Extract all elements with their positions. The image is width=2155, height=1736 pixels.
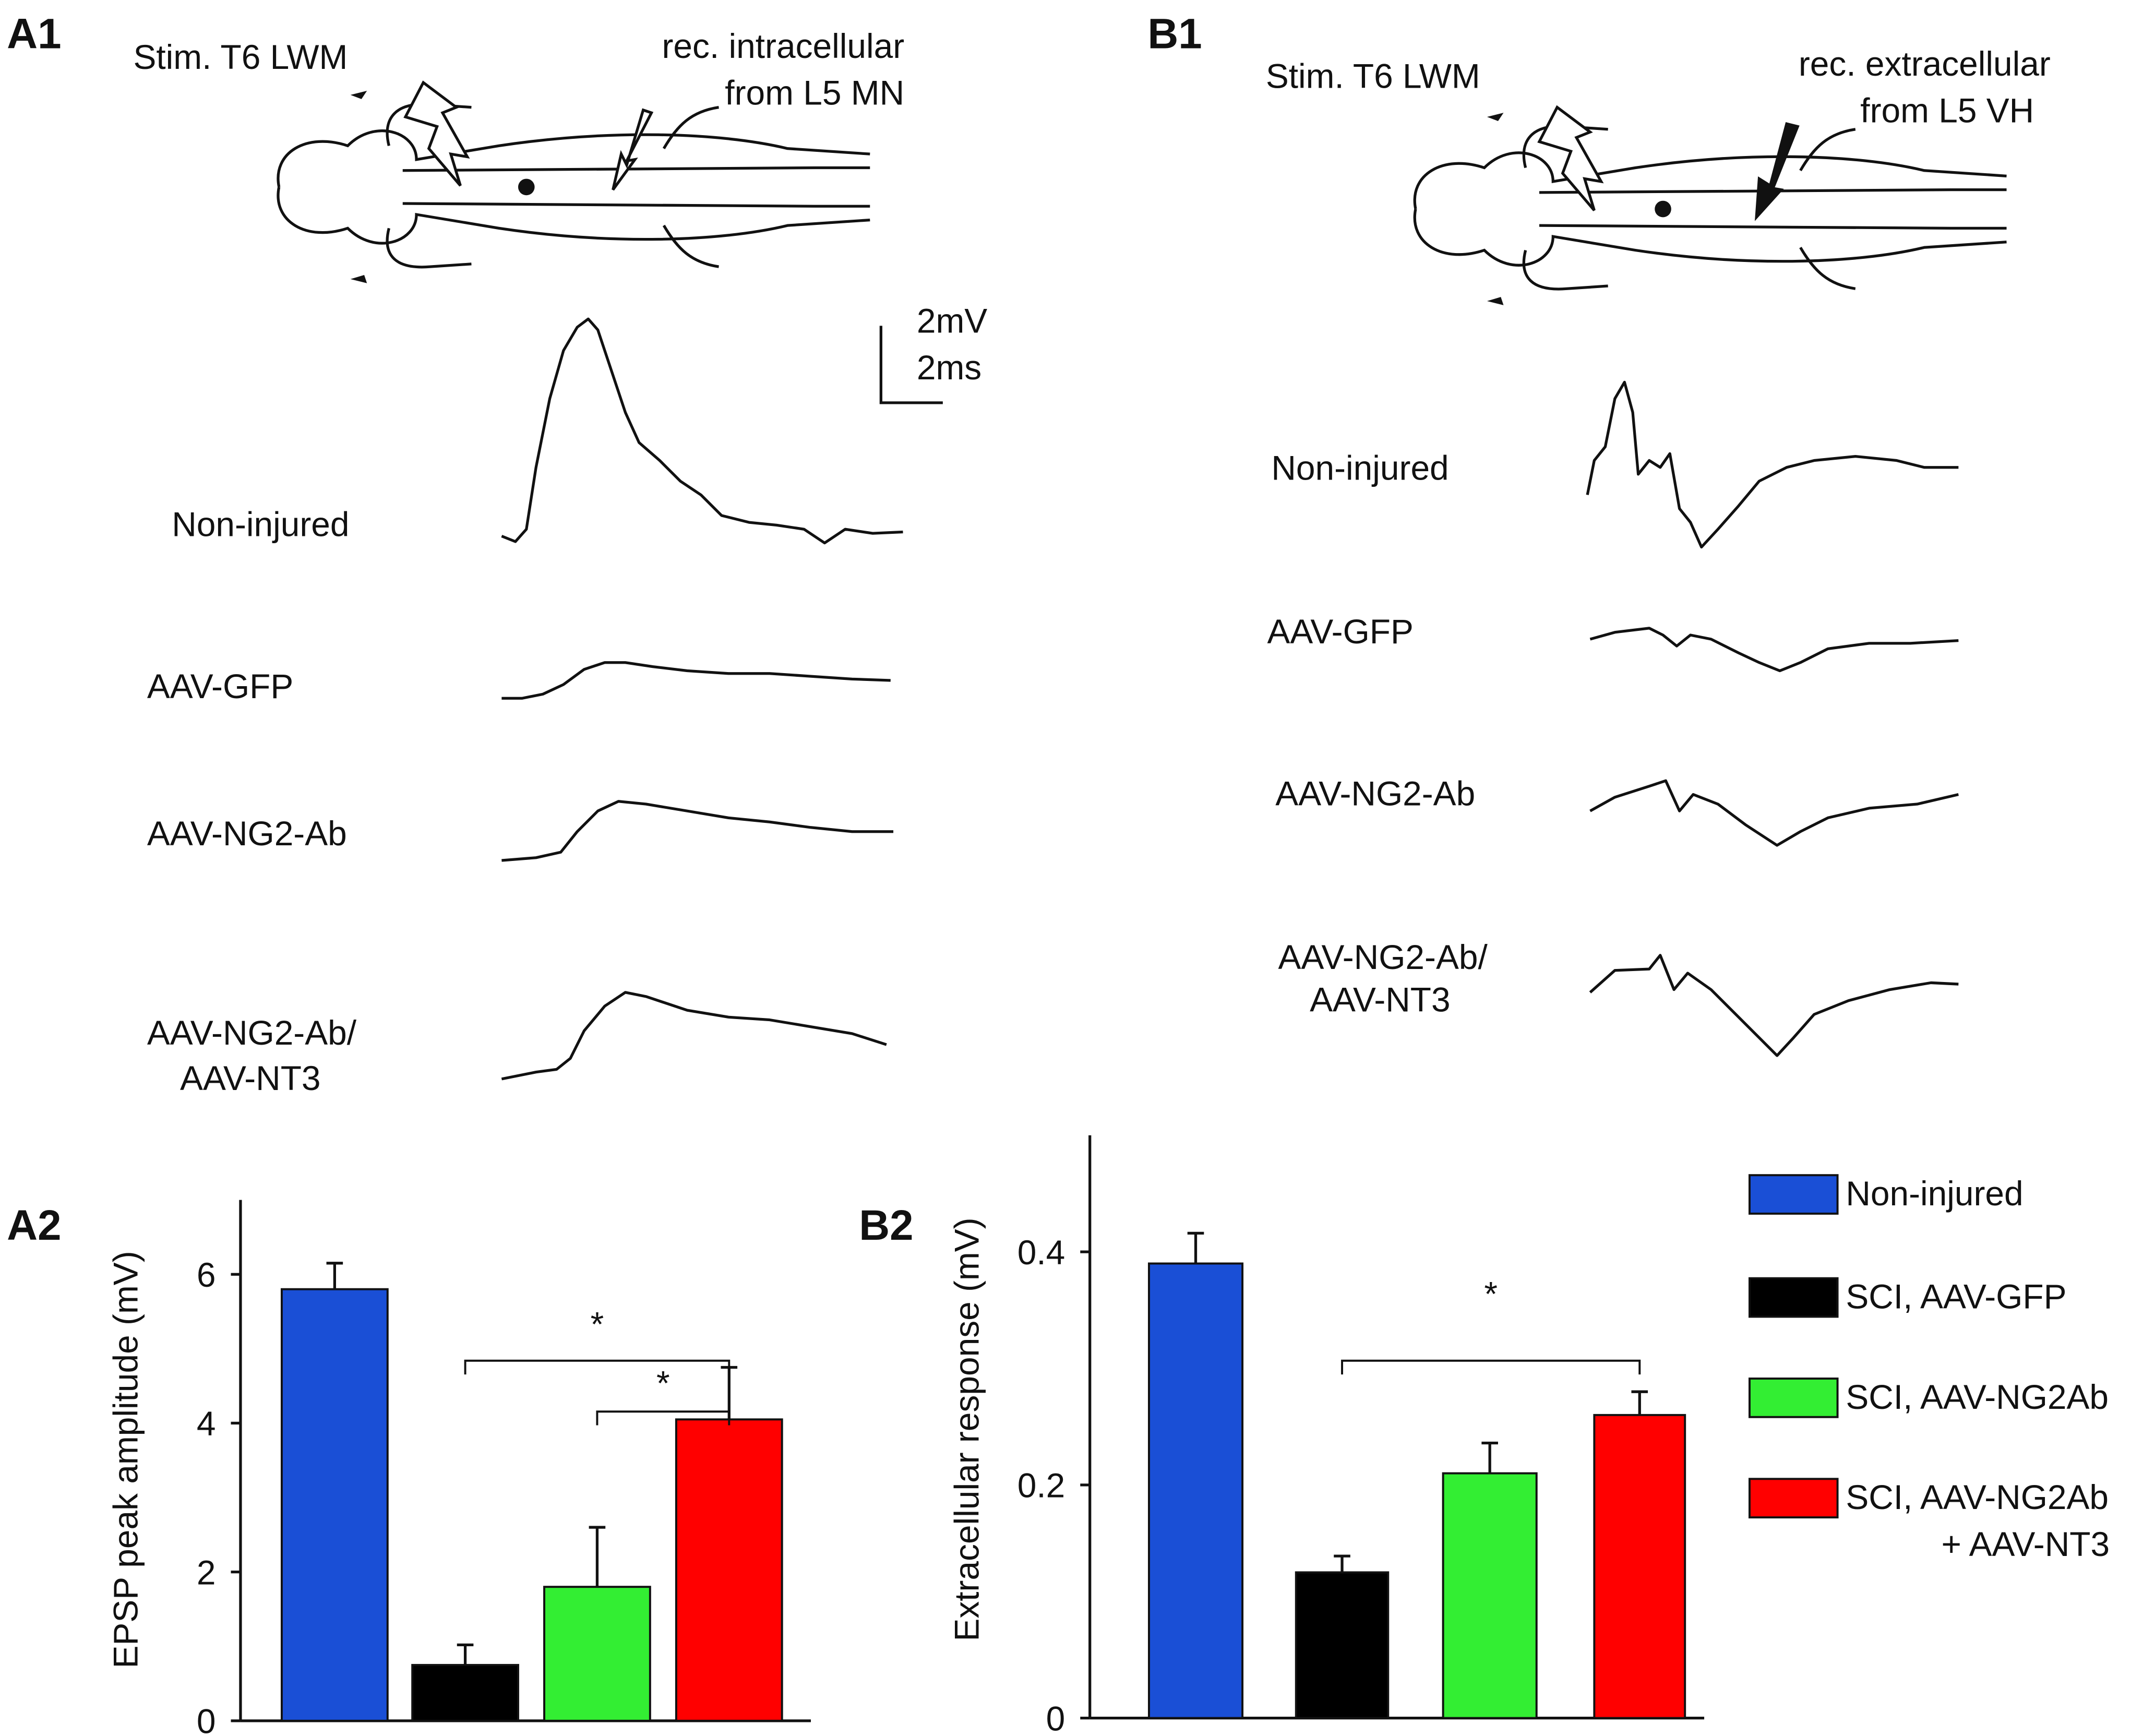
y-axis-label: Extracellular response (mV) (947, 1217, 986, 1641)
trace-label: AAV-NG2-Ab (1275, 774, 1475, 813)
bar (1147, 1262, 1244, 1719)
trace-label: AAV-NT3 (180, 1059, 320, 1097)
rec-label: from L5 MN (725, 73, 904, 112)
rec-label: from L5 VH (1860, 91, 2034, 130)
stim-label: Stim. T6 LWM (133, 38, 348, 76)
y-tick-label: 0 (197, 1702, 216, 1736)
scale-bar (879, 326, 943, 404)
significance-bracket (596, 1410, 731, 1426)
legend-label: SCI, AAV-GFP (1846, 1277, 2066, 1316)
trace (1586, 380, 1959, 549)
trace-label: AAV-GFP (147, 667, 293, 705)
stim-icon (1537, 105, 1604, 211)
legend-swatch (1749, 1378, 1839, 1418)
panel-label: A2 (7, 1202, 61, 1249)
legend-swatch (1749, 1478, 1839, 1519)
rec-label: rec. intracellular (662, 27, 905, 65)
significance-label: * (1484, 1274, 1498, 1313)
significance-bracket (464, 1359, 731, 1375)
mouse-diagram (1415, 113, 2006, 305)
bar (280, 1288, 389, 1722)
bar (1593, 1414, 1686, 1719)
rec-label: rec. extracellular (1799, 44, 2051, 83)
y-tick-label: 2 (197, 1553, 216, 1591)
trace-label: Non-injured (1271, 448, 1448, 487)
bar (675, 1418, 783, 1722)
trace-label: Non-injured (172, 505, 349, 543)
legend-swatch (1749, 1277, 1839, 1318)
legend-label: SCI, AAV-NG2Ab (1846, 1378, 2109, 1416)
trace (501, 991, 887, 1081)
trace (1589, 627, 1959, 673)
mouse-diagram (278, 91, 870, 283)
rec-arrow (1754, 122, 1800, 221)
y-tick-label: 0.4 (1017, 1233, 1065, 1272)
trace (1589, 954, 1959, 1057)
bar (1442, 1472, 1538, 1719)
panel-label: B1 (1147, 10, 1202, 57)
trace-label: AAV-NG2-Ab/ (147, 1013, 357, 1052)
y-tick-label: 6 (197, 1255, 216, 1294)
legend-label: Non-injured (1846, 1174, 2023, 1213)
scale-label: 2ms (917, 348, 981, 387)
bar (1295, 1571, 1390, 1719)
trace-label: AAV-NT3 (1310, 980, 1450, 1019)
stim-label: Stim. T6 LWM (1266, 57, 1480, 95)
trace-label: AAV-GFP (1267, 612, 1413, 651)
legend-swatch (1749, 1174, 1839, 1215)
legend-label: SCI, AAV-NG2Ab (1846, 1478, 2109, 1516)
scale-label: 2mV (917, 302, 987, 340)
stim-icon (403, 80, 470, 187)
significance-label: * (656, 1364, 670, 1403)
significance-bracket (1341, 1359, 1641, 1375)
trace (1589, 779, 1959, 847)
trace (501, 800, 894, 862)
significance-label: * (591, 1304, 604, 1343)
panel-label: A1 (7, 10, 61, 57)
y-axis-label: EPSP peak amplitude (mV) (106, 1251, 145, 1668)
trace (501, 661, 891, 700)
trace-label: AAV-NG2-Ab/ (1278, 938, 1488, 976)
y-tick-label: 0 (1046, 1699, 1065, 1736)
y-tick-label: 4 (197, 1404, 216, 1443)
legend-label: + AAV-NT3 (1941, 1525, 2110, 1563)
bar (411, 1663, 519, 1722)
bar (543, 1586, 651, 1722)
panel-label: B2 (859, 1202, 913, 1249)
rec-arrow (612, 108, 654, 191)
y-tick-label: 0.2 (1017, 1466, 1065, 1505)
trace (501, 317, 903, 545)
trace-label: AAV-NG2-Ab (147, 814, 347, 853)
